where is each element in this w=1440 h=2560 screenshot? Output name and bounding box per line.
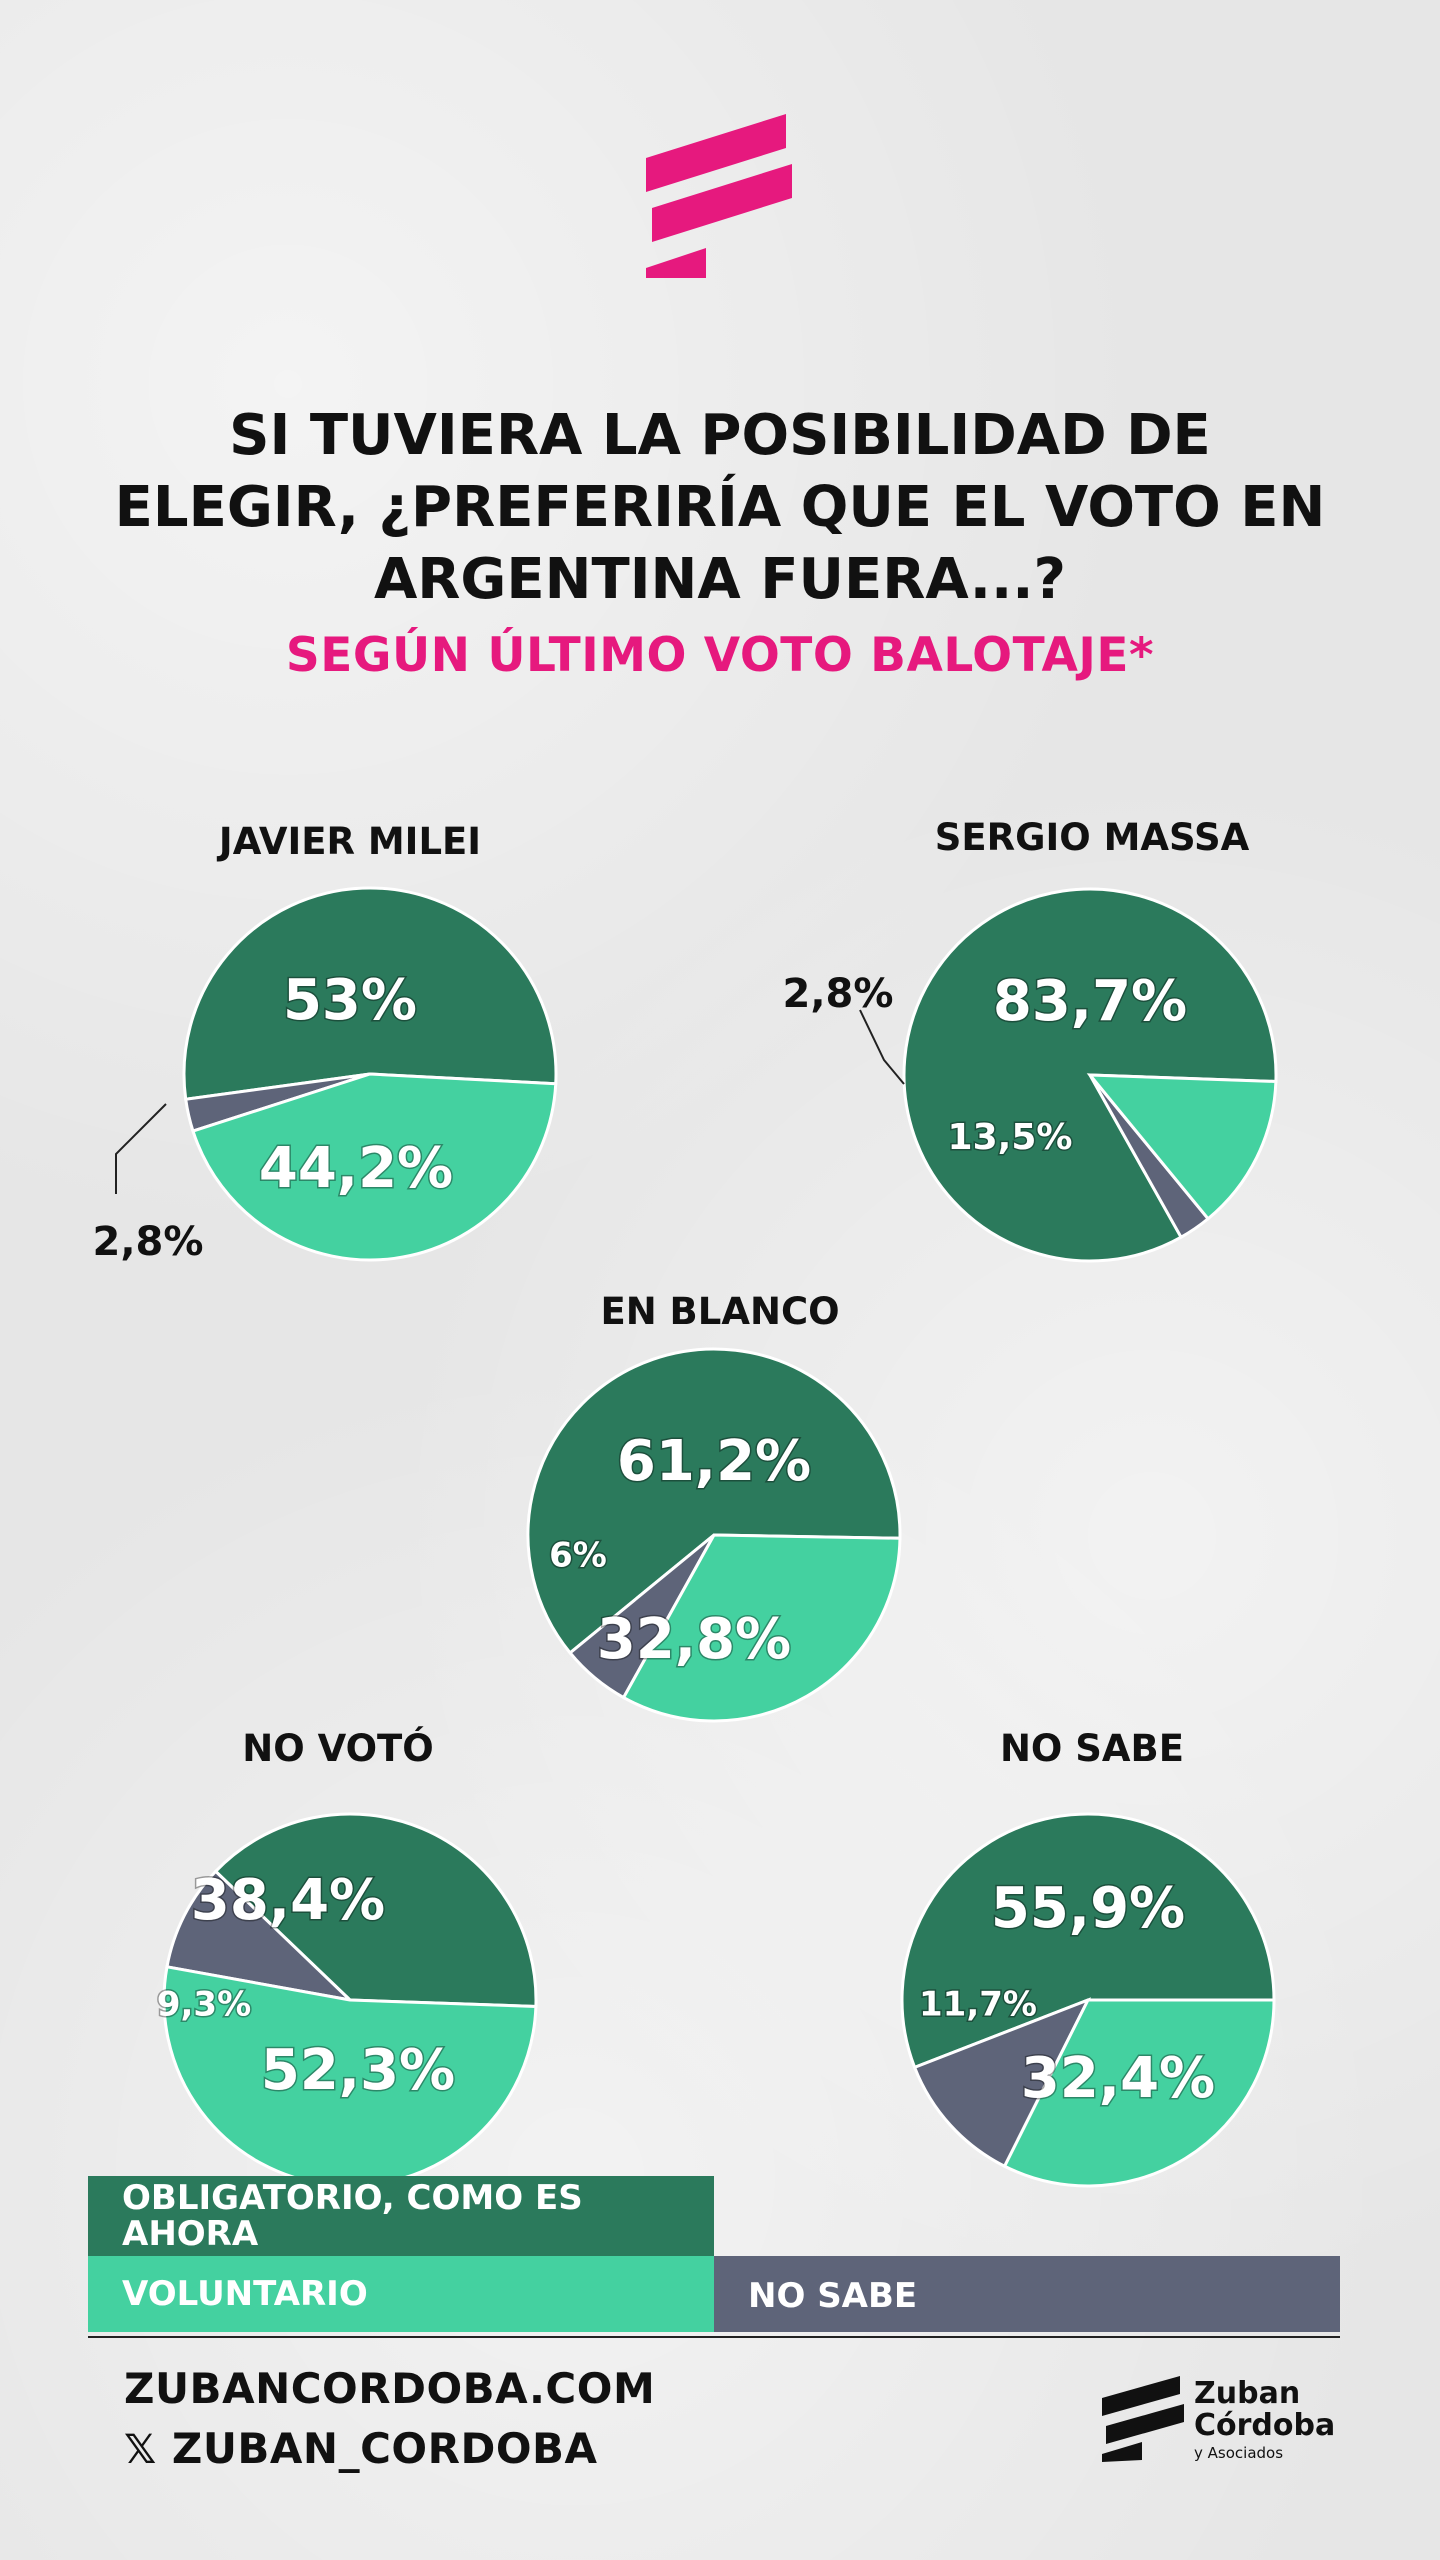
pie-slice-obligatorio	[526, 1347, 902, 1655]
pie-group-2	[526, 1347, 902, 1723]
legend-divider	[88, 2336, 1340, 2338]
title-line: ARGENTINA FUERA...?	[373, 547, 1067, 612]
pie-group-0	[182, 886, 558, 1262]
social-handle[interactable]: 𝕏 ZUBAN_CORDOBA	[124, 2424, 598, 2473]
pie-title-novoto: NO VOTÓ	[242, 1727, 434, 1770]
pie-title-milei: JAVIER MILEI	[218, 820, 482, 863]
data-label-nosabe: 9,3%	[157, 1985, 251, 2025]
pie-slice-voluntario	[1002, 1998, 1276, 2188]
pie-slice-obligatorio	[900, 1812, 1276, 2070]
data-label-obligatorio: 55,9%	[991, 1876, 1185, 1941]
legend-nosabe-label: NO SABE	[748, 2276, 918, 2316]
legend-obligatorio-label: OBLIGATORIO, COMO ES AHORA	[122, 2178, 583, 2254]
legend-voluntario-label: VOLUNTARIO	[122, 2274, 368, 2314]
data-label-obligatorio: 61,2%	[617, 1429, 811, 1494]
pie-slice-obligatorio	[213, 1812, 538, 2009]
data-label-voluntario: 32,8%	[597, 1607, 791, 1672]
callout-line	[859, 1009, 905, 1085]
legend-obligatorio: OBLIGATORIO, COMO ES AHORA	[88, 2176, 714, 2256]
pie-group-1	[902, 887, 1278, 1263]
pie-slice-voluntario	[1086, 1073, 1278, 1221]
data-label-obligatorio: 53%	[283, 968, 417, 1033]
brand-name-3: y Asociados	[1194, 2444, 1284, 2462]
pie-slice-nosabe	[165, 1869, 355, 2003]
brand-mark-icon	[1102, 2376, 1184, 2462]
pie-title-blanco: EN BLANCO	[600, 1290, 840, 1333]
chart-title: SI TUVIERA LA POSIBILIDAD DE ELEGIR, ¿PR…	[0, 400, 1440, 616]
data-label-voluntario: 32,4%	[1021, 2046, 1215, 2111]
legend-voluntario: VOLUNTARIO	[88, 2256, 714, 2332]
x-icon: 𝕏	[124, 2427, 157, 2473]
brand-name-2: Córdoba	[1194, 2408, 1336, 2443]
pie-slice-nosabe	[912, 1997, 1092, 2169]
data-label-nosabe: 2,8%	[783, 971, 894, 1017]
data-label-nosabe: 2,8%	[93, 1219, 204, 1265]
chart-subtitle: SEGÚN ÚLTIMO VOTO BALOTAJE*	[285, 628, 1155, 683]
data-label-nosabe: 6%	[549, 1536, 607, 1576]
brand-name-1: Zuban	[1194, 2376, 1301, 2411]
data-label-nosabe: 11,7%	[919, 1985, 1037, 2025]
pie-group-4	[900, 1812, 1276, 2188]
legend-nosabe: NO SABE	[714, 2256, 1340, 2332]
title-line: ELEGIR, ¿PREFERIRÍA QUE EL VOTO EN	[114, 475, 1326, 540]
data-label-voluntario: 13,5%	[948, 1117, 1073, 1158]
website-link[interactable]: ZUBANCORDOBA.COM	[124, 2364, 656, 2413]
pie-group-3	[162, 1812, 538, 2188]
callout-line	[115, 1103, 167, 1194]
pie-slice-voluntario	[191, 1072, 558, 1262]
data-label-voluntario: 44,2%	[259, 1136, 453, 1201]
social-handle-text: ZUBAN_CORDOBA	[171, 2424, 598, 2473]
pie-title-massa: SERGIO MASSA	[934, 816, 1250, 859]
data-label-obligatorio: 38,4%	[191, 1868, 385, 1933]
data-label-voluntario: 52,3%	[261, 2038, 455, 2103]
pie-slice-obligatorio	[182, 886, 558, 1101]
zuban-cordoba-logo-icon	[646, 114, 792, 278]
pie-slice-voluntario	[621, 1533, 902, 1723]
title-line: SI TUVIERA LA POSIBILIDAD DE	[229, 403, 1211, 468]
pie-title-nosabe: NO SABE	[999, 1727, 1185, 1770]
data-label-obligatorio: 83,7%	[993, 969, 1187, 1034]
